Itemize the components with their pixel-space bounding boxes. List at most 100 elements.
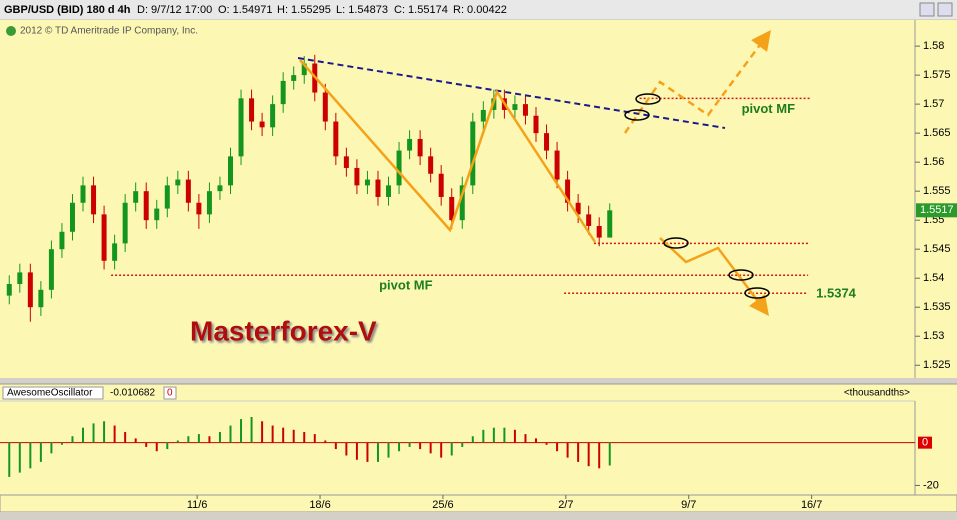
header-bar <box>0 0 957 19</box>
candle-body <box>459 185 465 221</box>
candle-body <box>575 202 581 215</box>
param-box[interactable] <box>163 386 177 400</box>
candle-body <box>17 272 23 285</box>
y-tick-label: 1.56 <box>923 156 944 168</box>
indicator-param: 0 <box>167 388 173 399</box>
candle-body <box>280 80 286 105</box>
y-tick-label: 1.555 <box>923 185 951 197</box>
x-tick-label: 18/6 <box>309 499 330 511</box>
candle-body <box>407 138 413 151</box>
x-tick-label: 25/6 <box>432 499 453 511</box>
candle-body <box>343 156 349 168</box>
candle-body <box>27 272 33 308</box>
candle-body <box>596 225 602 238</box>
watermark: Masterforex-V <box>190 315 377 346</box>
candle-body <box>586 214 592 226</box>
window-button[interactable] <box>919 2 935 17</box>
candle-body <box>175 179 181 186</box>
y-tick-label: 1.54 <box>923 272 944 284</box>
up-scenario <box>623 29 771 134</box>
candle-body <box>428 156 434 174</box>
candle-body <box>396 150 402 186</box>
candle-body <box>69 202 75 232</box>
down-scenario <box>659 237 769 316</box>
candle-body <box>270 104 276 128</box>
x-tick-label: 16/7 <box>801 499 822 511</box>
candle-body <box>217 185 223 192</box>
candle-body <box>227 156 233 186</box>
candle-body <box>386 185 392 197</box>
candle-body <box>122 202 128 244</box>
candle-body <box>154 208 160 221</box>
candle-body <box>480 109 486 122</box>
ellipse <box>663 237 689 249</box>
candle-body <box>322 92 328 122</box>
candle-body <box>364 179 370 186</box>
indicator-readout: -0.010682 <box>110 388 155 399</box>
level-value: 1.5374 <box>816 286 857 301</box>
last-price-box <box>916 203 957 218</box>
candle-body <box>417 138 423 157</box>
y-tick-label: 1.53 <box>923 330 944 342</box>
candle-body <box>238 98 244 157</box>
oscillator-panel <box>0 384 957 495</box>
copyright: 2012 © TD Ameritrade IP Company, Inc. <box>20 26 198 37</box>
candle-body <box>301 63 307 76</box>
info-icon[interactable] <box>6 26 16 36</box>
level-label: pivot MF <box>379 278 432 293</box>
candle-body <box>333 121 339 157</box>
oscillator-plot: 0 -20 <box>0 416 939 491</box>
window-button[interactable] <box>937 2 953 17</box>
candle-body <box>249 98 255 122</box>
zero-label-box <box>918 436 932 449</box>
candle-body <box>438 173 444 197</box>
level-label: pivot MF <box>742 101 795 116</box>
candle-body <box>544 133 550 151</box>
close: C: 1.55174 <box>394 4 448 16</box>
low: L: 1.54873 <box>336 4 388 16</box>
y-tick-label: 1.575 <box>923 69 951 81</box>
candle-body <box>449 196 455 221</box>
candle-body <box>533 115 539 134</box>
candle-body <box>80 185 86 203</box>
last-price: 1.5517 <box>920 204 954 216</box>
y-tick-label: 1.565 <box>923 127 951 139</box>
candle-body <box>91 185 97 215</box>
candle-body <box>259 121 265 128</box>
symbol: GBP/USD (BID) 180 d 4h <box>4 4 131 16</box>
candle-body <box>112 243 118 261</box>
x-tick-label: 2/7 <box>558 499 573 511</box>
trend-line <box>297 57 726 129</box>
x-tick-label: 11/6 <box>187 499 208 511</box>
candle-body <box>206 191 212 215</box>
price-plot: 1.5251.531.5351.541.5451.551.5551.561.56… <box>6 40 957 371</box>
candle-body <box>6 284 12 296</box>
candle-body <box>354 167 360 186</box>
candle-body <box>48 249 54 290</box>
candle-body <box>375 179 381 197</box>
ellipse <box>624 109 650 121</box>
indicator-box[interactable] <box>2 386 104 400</box>
candle-body <box>554 150 560 180</box>
units: <thousandths> <box>844 388 910 399</box>
high: H: 1.55295 <box>277 4 331 16</box>
x-tick-label: 9/7 <box>681 499 696 511</box>
candle-body <box>143 191 149 221</box>
price-panel <box>0 20 957 378</box>
candle-body <box>185 179 191 203</box>
candle-body <box>522 104 528 116</box>
y-tick-label: 1.525 <box>923 359 951 371</box>
candle-body <box>59 231 65 250</box>
date: D: 9/7/12 17:00 <box>137 4 212 16</box>
candle-body <box>291 75 297 81</box>
candle-body <box>470 121 476 186</box>
y-tick-label: 1.545 <box>923 243 951 255</box>
y-tick-label: -20 <box>923 479 939 491</box>
open: O: 1.54971 <box>218 4 272 16</box>
ellipse <box>635 93 661 105</box>
y-tick-label: 1.535 <box>923 301 951 313</box>
candle-body <box>565 179 571 203</box>
candle-body <box>133 191 139 203</box>
